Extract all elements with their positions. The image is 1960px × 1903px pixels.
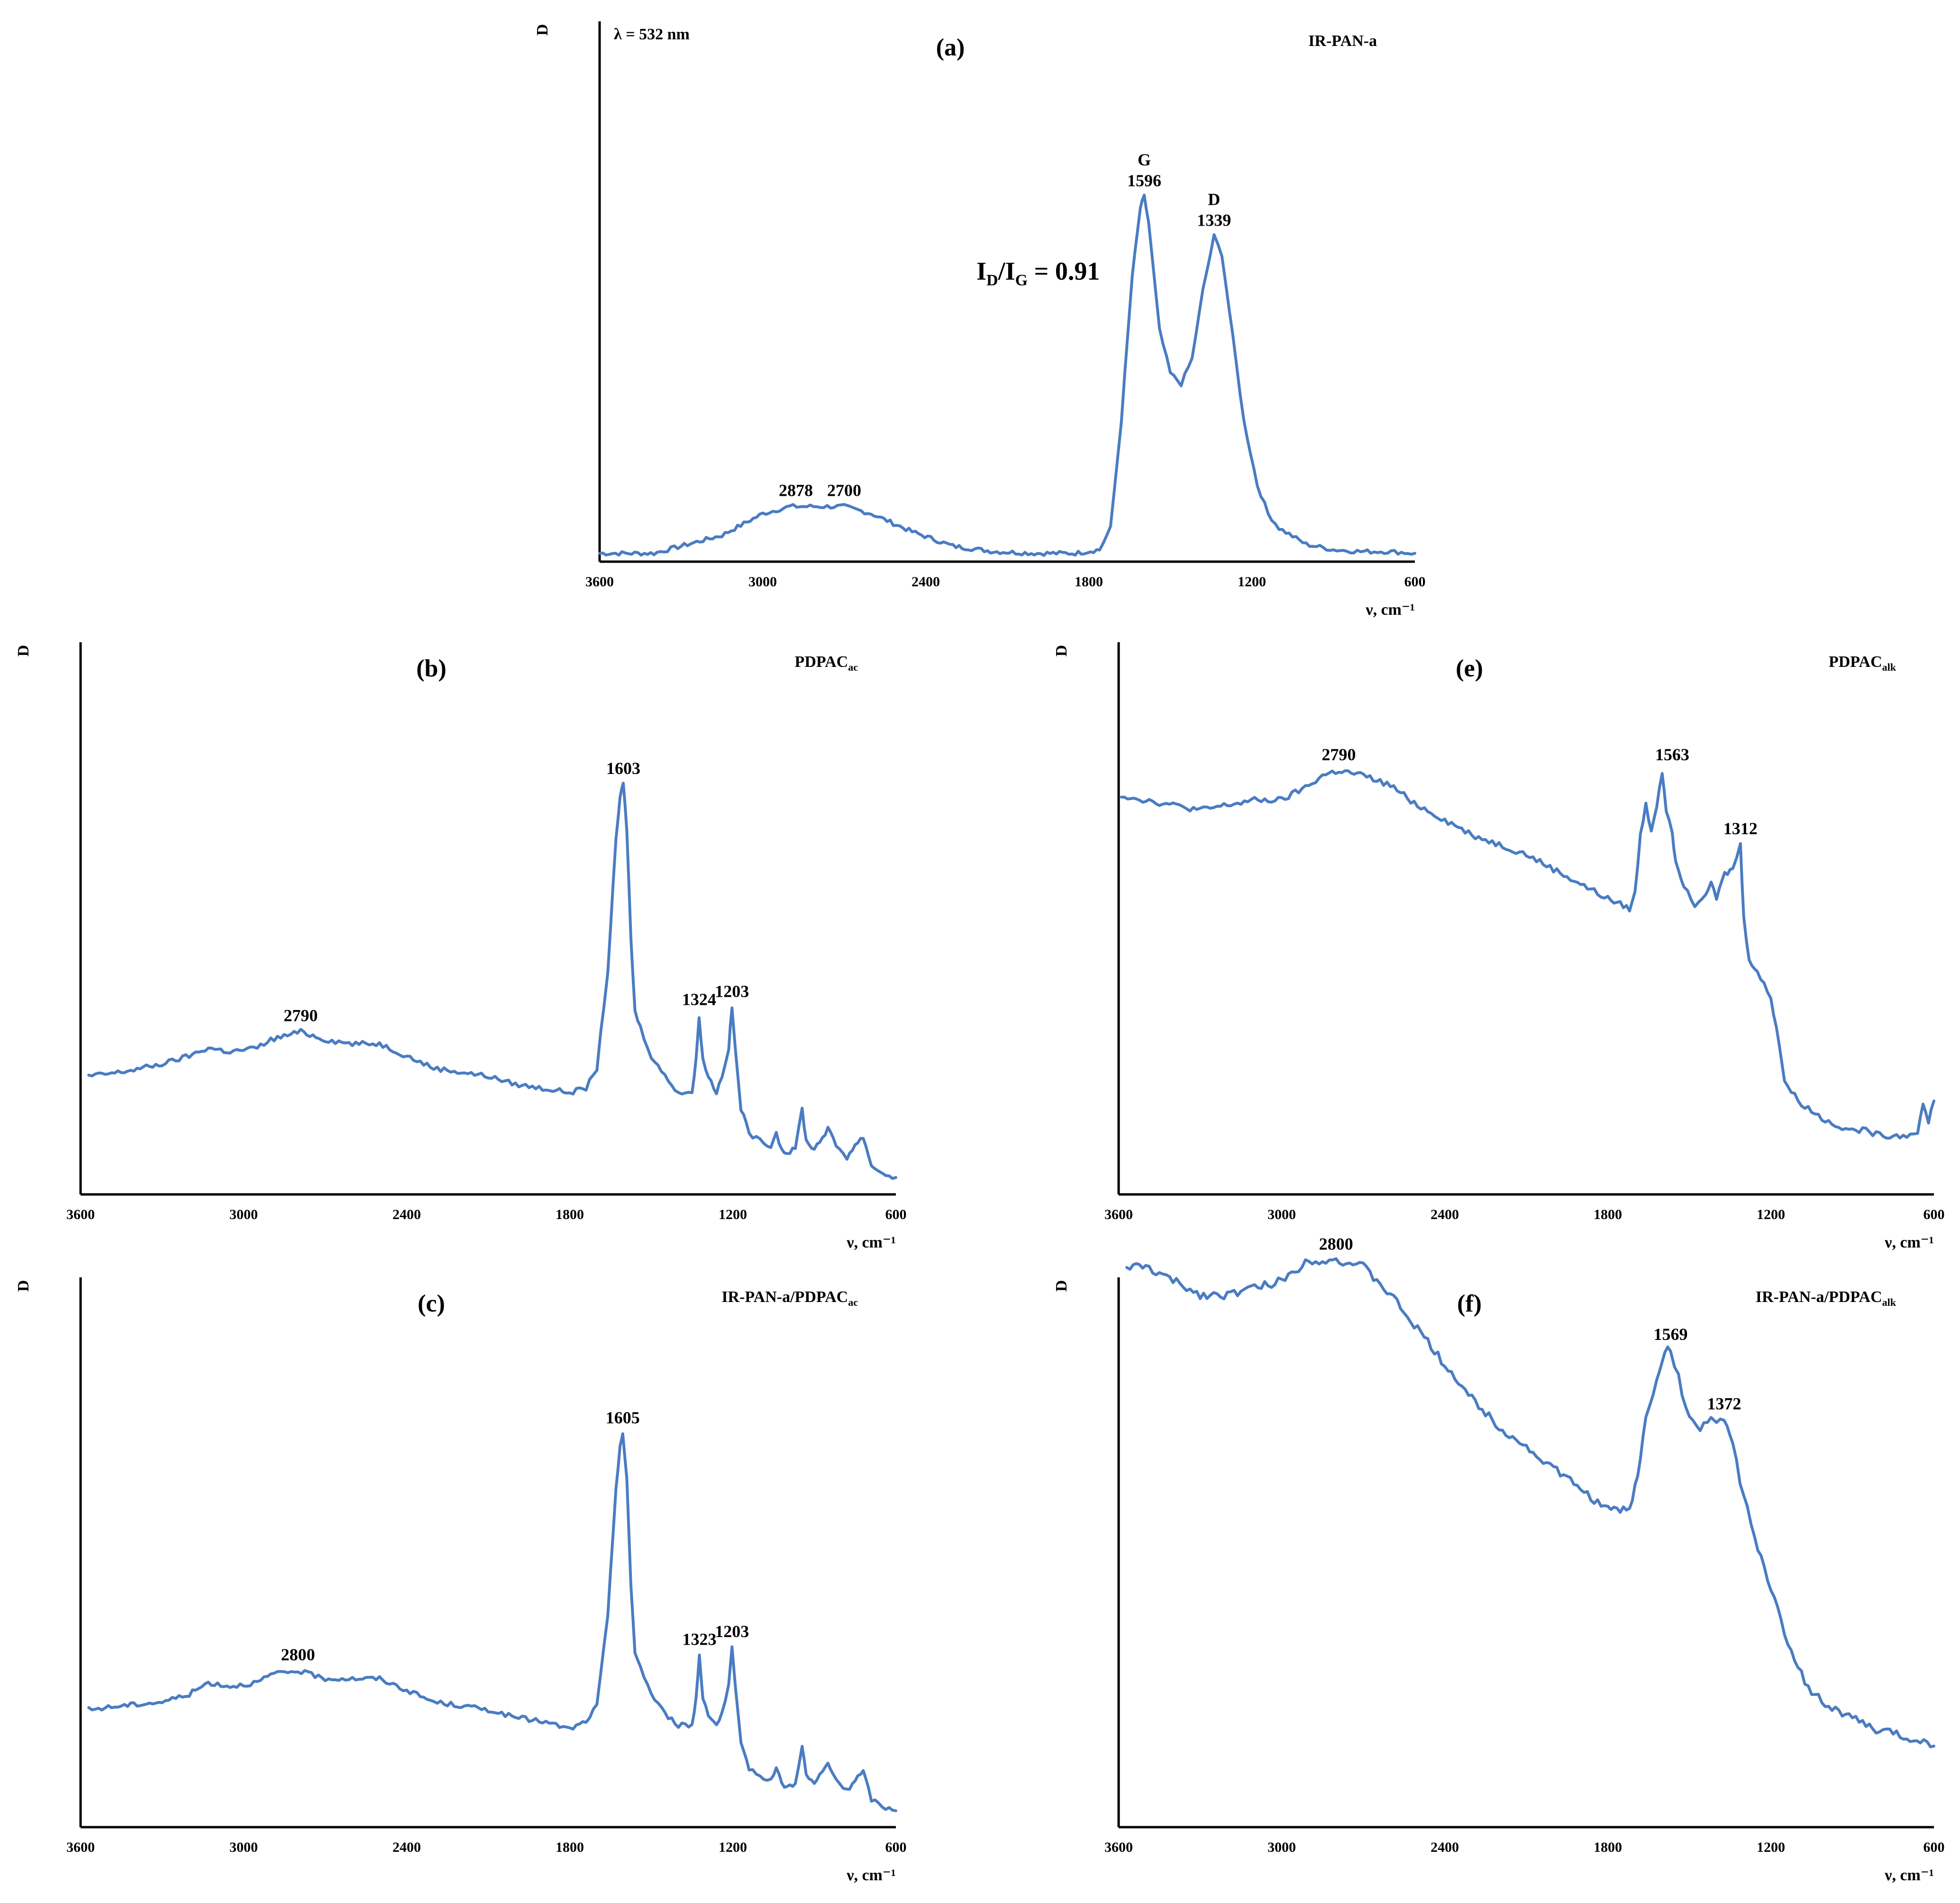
peak-label: 2700 xyxy=(827,481,861,500)
spectrum-line-series-0 xyxy=(87,1432,897,1812)
x-tick-label: 1800 xyxy=(556,1207,584,1222)
laser-wavelength: λ = 532 nm xyxy=(614,26,690,43)
peak-label: 1323 xyxy=(682,1630,716,1648)
x-axis-title: ν, cm⁻¹ xyxy=(1884,1234,1934,1251)
peak-label: G xyxy=(1138,150,1151,169)
x-tick-label: 1200 xyxy=(1238,574,1266,590)
peak-label: 1603 xyxy=(606,759,640,778)
x-tick-label: 2400 xyxy=(1431,1839,1459,1855)
x-tick-label: 1800 xyxy=(1075,574,1103,590)
spectrum-line-series-0 xyxy=(1120,769,1935,1140)
x-axis-title: ν, cm⁻¹ xyxy=(1365,601,1415,619)
peak-label: 1324 xyxy=(682,990,716,1009)
x-axis-title: ν, cm⁻¹ xyxy=(1884,1867,1934,1884)
panel-e: 3600 3000 2400 1800 1200 600 ν, cm⁻¹ D (e) PDPACa… xyxy=(1053,642,1945,1251)
panel-b: 3600 3000 2400 1800 1200 600 ν, cm⁻¹ D (b) PDPACa… xyxy=(15,642,907,1251)
x-tick-label: 1200 xyxy=(1757,1839,1785,1855)
sample-name: PDPACac xyxy=(795,653,858,673)
peak-label: D xyxy=(1208,190,1220,209)
x-tick-label: 3600 xyxy=(66,1839,95,1855)
peak-label: 2790 xyxy=(1322,745,1356,764)
panel-f: 3600 3000 2400 1800 1200 600 ν, cm⁻¹ D (f) IR-PAN… xyxy=(1053,1234,1945,1884)
x-tick-label: 1800 xyxy=(556,1839,584,1855)
spectrum-line-series-0 xyxy=(1125,1257,1935,1748)
x-axis-title: ν, cm⁻¹ xyxy=(846,1234,896,1251)
y-axis-title: D xyxy=(1053,1280,1070,1292)
sample-name: IR-PAN-a/PDPACalk xyxy=(1756,1288,1896,1308)
spectrum-line-series-0 xyxy=(87,782,897,1180)
panel-letter: (a) xyxy=(936,34,965,61)
peak-label: 2800 xyxy=(1319,1234,1353,1253)
peak-label: 1372 xyxy=(1707,1394,1741,1413)
peak-label: 1339 xyxy=(1197,211,1231,230)
x-tick-label: 600 xyxy=(1924,1839,1945,1855)
sample-name: PDPACalk xyxy=(1829,653,1896,673)
peak-label: 1596 xyxy=(1127,171,1161,190)
x-tick-label: 3000 xyxy=(1267,1207,1296,1222)
x-tick-label: 600 xyxy=(1924,1207,1945,1222)
y-axis-title: D xyxy=(15,1280,32,1292)
x-tick-label: 600 xyxy=(885,1207,907,1222)
panel-c: 3600 3000 2400 1800 1200 600 ν, cm⁻¹ D (c) IR-PAN… xyxy=(15,1277,907,1884)
x-tick-label: 1800 xyxy=(1594,1839,1622,1855)
x-tick-label: 2400 xyxy=(392,1839,421,1855)
peak-label: 2878 xyxy=(779,481,813,500)
peak-label: 1312 xyxy=(1723,819,1758,838)
x-tick-label: 3600 xyxy=(585,574,614,590)
sample-name: IR-PAN-a/PDPACac xyxy=(721,1288,858,1308)
peak-label: 1203 xyxy=(715,982,749,1001)
intensity-ratio: ID/IG = 0.91 xyxy=(976,257,1100,289)
peak-label: 1563 xyxy=(1655,745,1689,764)
x-tick-label: 2400 xyxy=(1431,1207,1459,1222)
peak-label: 2790 xyxy=(283,1006,318,1025)
panel-a: 3600 3000 2400 1800 1200 600 ν, cm⁻¹ D (a) IR-PAN… xyxy=(534,21,1426,619)
panel-letter: (b) xyxy=(416,655,447,682)
peak-label: 1203 xyxy=(715,1622,749,1641)
y-axis-title: D xyxy=(15,645,32,657)
peak-label: 1569 xyxy=(1653,1325,1687,1344)
panel-letter: (f) xyxy=(1457,1290,1482,1317)
x-tick-label: 3600 xyxy=(1104,1207,1133,1222)
x-tick-label: 600 xyxy=(885,1839,907,1855)
panel-letter: (c) xyxy=(418,1290,445,1317)
x-tick-label: 1800 xyxy=(1594,1207,1622,1222)
peak-label: 2800 xyxy=(281,1645,315,1664)
x-tick-label: 1200 xyxy=(719,1839,747,1855)
x-axis-title: ν, cm⁻¹ xyxy=(846,1867,896,1884)
peak-label: 1605 xyxy=(606,1408,640,1427)
y-axis-title: D xyxy=(1053,645,1070,657)
x-tick-label: 3600 xyxy=(1104,1839,1133,1855)
x-tick-label: 2400 xyxy=(392,1207,421,1222)
x-tick-label: 1200 xyxy=(719,1207,747,1222)
panel-letter: (e) xyxy=(1456,655,1483,682)
x-tick-label: 3000 xyxy=(229,1839,258,1855)
spectrum-line-series-0 xyxy=(598,193,1416,557)
x-tick-label: 3000 xyxy=(229,1207,258,1222)
y-axis-title: D xyxy=(534,24,551,36)
x-tick-label: 1200 xyxy=(1757,1207,1785,1222)
x-tick-label: 2400 xyxy=(912,574,940,590)
x-tick-label: 3600 xyxy=(66,1207,95,1222)
sample-name: IR-PAN-a xyxy=(1308,32,1377,50)
x-tick-label: 600 xyxy=(1404,574,1426,590)
x-tick-label: 3000 xyxy=(1267,1839,1296,1855)
x-tick-label: 3000 xyxy=(748,574,777,590)
